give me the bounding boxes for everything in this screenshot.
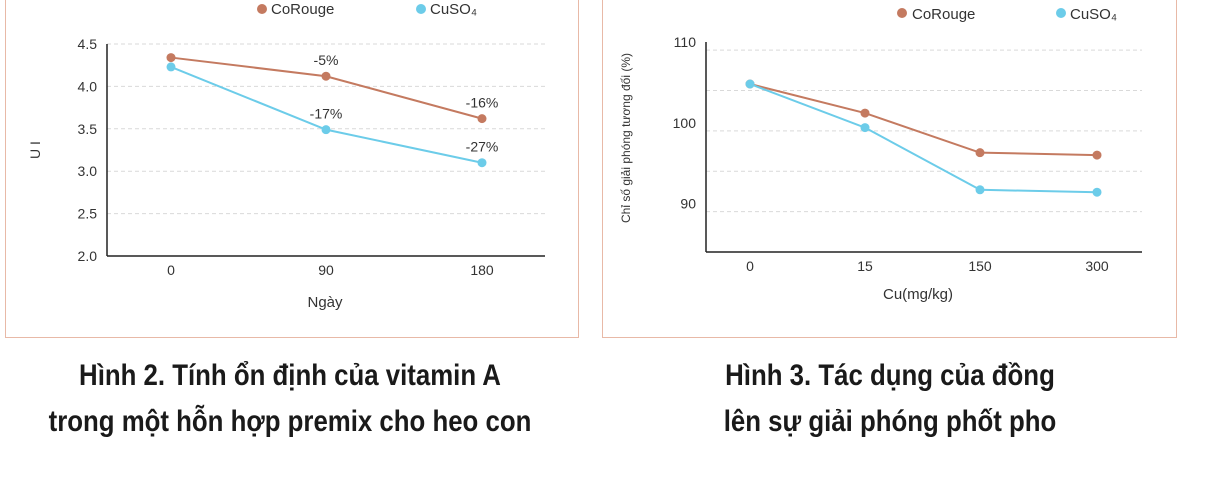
figure2-caption: Hình 2. Tính ổn định của vitamin A trong… bbox=[32, 353, 548, 445]
c2-y-tick-label: 90 bbox=[680, 196, 696, 212]
c2-data-point-1 bbox=[975, 185, 985, 195]
c2-y-tick-label: 100 bbox=[673, 115, 697, 131]
c2-legend: CoRouge CuSO₄ bbox=[897, 6, 1117, 23]
chart-vitamin-a-stability: 2.0 2.5 3.0 3.5 4.0 4.5 0 90 180 -5% -16% -17% -27… bbox=[27, 1, 545, 311]
c1-data-label-1: -17% bbox=[310, 106, 343, 122]
c2-legend-marker-cuso4 bbox=[1056, 8, 1066, 18]
c2-x-tick-label: 0 bbox=[746, 258, 754, 274]
c1-legend-label-cuso4: CuSO₄ bbox=[430, 1, 477, 18]
c2-data-point-1 bbox=[1092, 187, 1102, 197]
c1-data-label-0: -16% bbox=[466, 95, 499, 111]
c2-data-point-0 bbox=[975, 148, 985, 158]
c2-data-point-1 bbox=[860, 123, 870, 133]
c2-series-line-0 bbox=[749, 83, 1098, 157]
c1-data-label-0: -5% bbox=[314, 52, 339, 68]
c1-y-axis-label: U I bbox=[27, 141, 43, 159]
c2-data-point-0 bbox=[1092, 150, 1102, 160]
c2-series-line-1 bbox=[749, 83, 1098, 194]
figure3-caption-line1: Hình 3. Tác dụng của đồng bbox=[725, 359, 1055, 392]
c2-legend-marker-corouge bbox=[897, 8, 907, 18]
c1-x-tick-label: 180 bbox=[470, 262, 494, 278]
c1-data-point-0 bbox=[166, 53, 176, 63]
figure3-panel bbox=[602, 0, 1177, 338]
figure2-caption-line2: trong một hỗn hợp premix cho heo con bbox=[48, 405, 532, 438]
c1-y-tick-label: 4.5 bbox=[78, 36, 98, 52]
c2-legend-label-cuso4: CuSO₄ bbox=[1070, 6, 1117, 23]
c1-data-point-1 bbox=[166, 62, 176, 72]
c2-x-tick-label: 150 bbox=[968, 258, 992, 274]
c1-data-point-0 bbox=[477, 114, 487, 124]
c1-data-point-0 bbox=[321, 71, 331, 81]
figure2-panel bbox=[5, 0, 579, 338]
figure3-caption: Hình 3. Tác dụng của đồng lên sự giải ph… bbox=[632, 353, 1148, 445]
c2-x-axis-label: Cu(mg/kg) bbox=[883, 286, 953, 303]
c1-legend-marker-corouge bbox=[257, 4, 267, 14]
c2-legend-label-corouge: CoRouge bbox=[912, 6, 975, 23]
c1-y-tick-label: 4.0 bbox=[78, 78, 98, 94]
c1-y-tick-label: 2.0 bbox=[78, 248, 98, 264]
chart-copper-phosphorus-release: 90 100 110 0 15 150 300 Chỉ số giải phóng tươ… bbox=[619, 6, 1142, 303]
c1-x-tick-label: 90 bbox=[318, 262, 334, 278]
c1-x-axis-label: Ngày bbox=[307, 294, 343, 311]
c2-data-point-1 bbox=[745, 79, 755, 89]
c1-legend-marker-cuso4 bbox=[416, 4, 426, 14]
c2-x-tick-label: 300 bbox=[1085, 258, 1109, 274]
c1-legend: CoRouge CuSO₄ bbox=[257, 1, 477, 18]
figure2-caption-line1: Hình 2. Tính ổn định của vitamin A bbox=[79, 359, 501, 392]
c1-y-tick-label: 2.5 bbox=[78, 206, 98, 222]
c1-data-label-1: -27% bbox=[466, 139, 499, 155]
c1-y-tick-label: 3.0 bbox=[78, 163, 98, 179]
c2-x-tick-label: 15 bbox=[857, 258, 873, 274]
c2-data-point-0 bbox=[860, 108, 870, 118]
c1-data-point-1 bbox=[477, 158, 487, 168]
c1-legend-label-corouge: CoRouge bbox=[271, 1, 334, 18]
figure3-caption-line2: lên sự giải phóng phốt pho bbox=[723, 405, 1057, 438]
c2-y-tick-label: 110 bbox=[674, 34, 697, 50]
c1-x-tick-label: 0 bbox=[167, 262, 175, 278]
c1-y-tick-label: 3.5 bbox=[78, 121, 98, 137]
c2-y-axis-label: Chỉ số giải phóng tương đối (%) bbox=[619, 53, 633, 223]
c1-data-point-1 bbox=[321, 125, 331, 135]
